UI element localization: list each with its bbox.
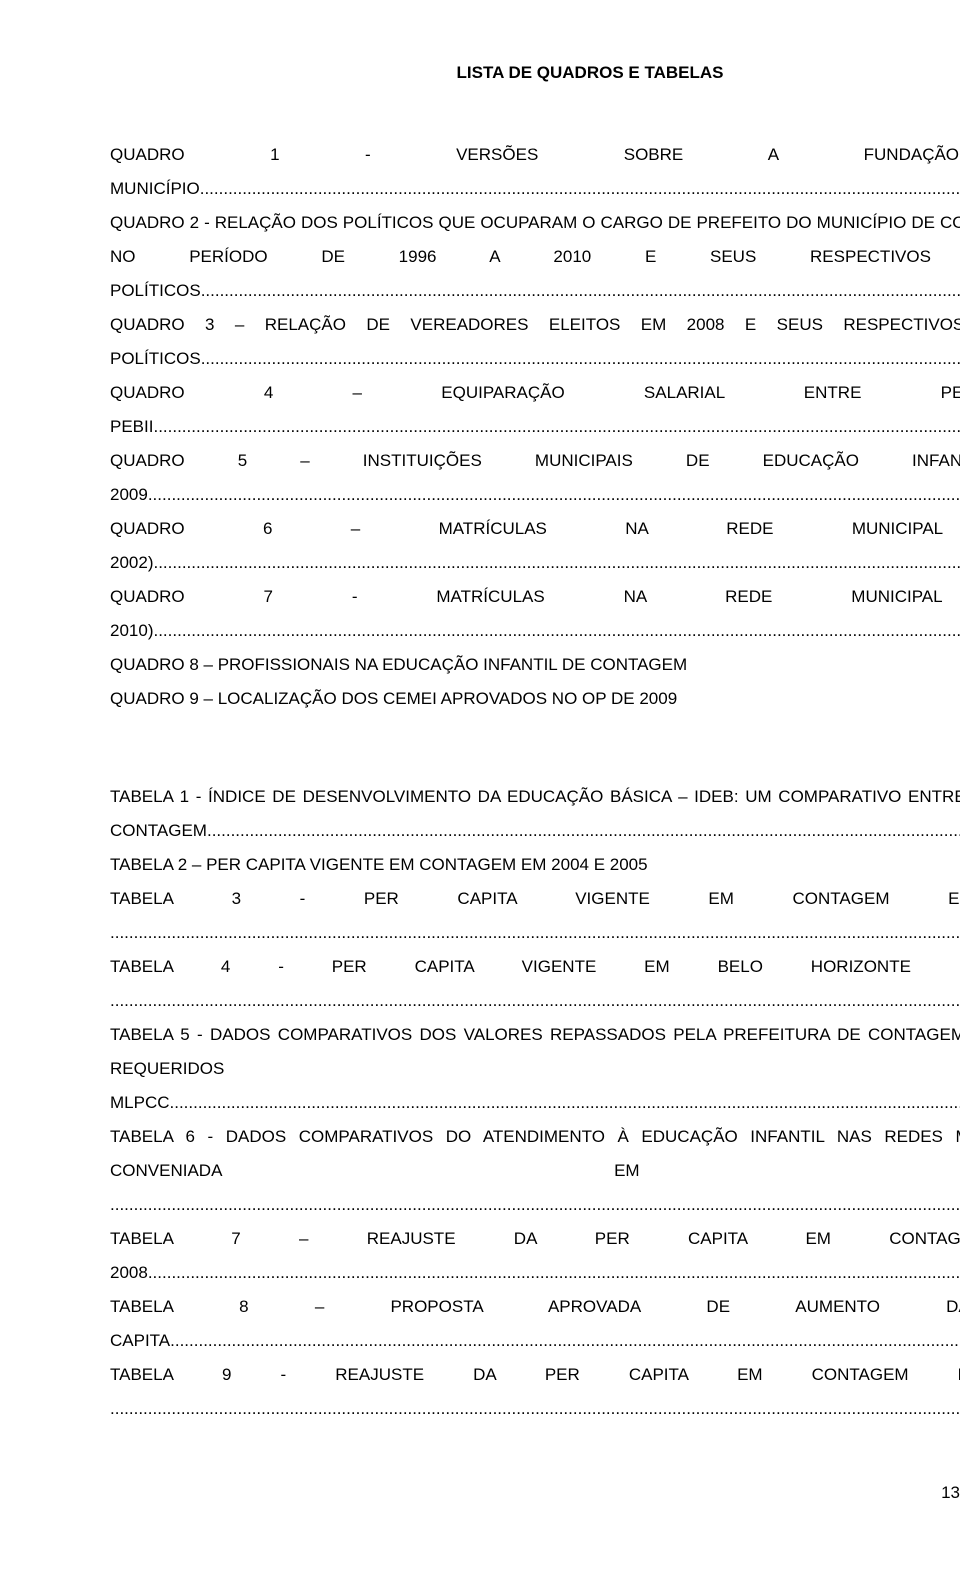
tabela-entry-text: TABELA 1 - ÍNDICE DE DESENVOLVIMENTO DA … bbox=[110, 787, 960, 840]
tabela-entry: TABELA 2 – PER CAPITA VIGENTE EM CONTAGE… bbox=[110, 848, 960, 882]
tabela-entry-text: TABELA 9 - REAJUSTE DA PER CAPITA EM CON… bbox=[110, 1365, 960, 1418]
tabela-entry-text: TABELA 5 - DADOS COMPARATIVOS DOS VALORE… bbox=[110, 1025, 960, 1112]
tabela-entry-text: TABELA 7 – REAJUSTE DA PER CAPITA EM CON… bbox=[110, 1229, 960, 1282]
quadro-entry-text: QUADRO 5 – INSTITUIÇÕES MUNICIPAIS DE ED… bbox=[110, 451, 960, 504]
quadros-list: QUADRO 1 - VERSÕES SOBRE A FUNDAÇÃO DO M… bbox=[110, 138, 960, 716]
tabela-entry: TABELA 7 – REAJUSTE DA PER CAPITA EM CON… bbox=[110, 1222, 960, 1290]
quadro-entry-text: QUADRO 6 – MATRÍCULAS NA REDE MUNICIPAL … bbox=[110, 519, 960, 572]
tabela-entry-text: TABELA 4 - PER CAPITA VIGENTE EM BELO HO… bbox=[110, 957, 960, 1010]
quadro-entry: QUADRO 6 – MATRÍCULAS NA REDE MUNICIPAL … bbox=[110, 512, 960, 580]
quadro-entry-text: QUADRO 8 – PROFISSIONAIS NA EDUCAÇÃO INF… bbox=[110, 655, 687, 674]
tabela-entry-text: TABELA 2 – PER CAPITA VIGENTE EM CONTAGE… bbox=[110, 855, 648, 874]
quadro-entry: QUADRO 7 - MATRÍCULAS NA REDE MUNICIPAL … bbox=[110, 580, 960, 648]
tabela-entry: TABELA 5 - DADOS COMPARATIVOS DOS VALORE… bbox=[110, 1018, 960, 1120]
quadro-entry: QUADRO 4 – EQUIPARAÇÃO SALARIAL ENTRE PE… bbox=[110, 376, 960, 444]
quadro-entry-text: QUADRO 1 - VERSÕES SOBRE A FUNDAÇÃO DO M… bbox=[110, 145, 960, 198]
quadro-entry-text: QUADRO 4 – EQUIPARAÇÃO SALARIAL ENTRE PE… bbox=[110, 383, 960, 436]
tabela-entry: TABELA 6 - DADOS COMPARATIVOS DO ATENDIM… bbox=[110, 1120, 960, 1222]
tabela-entry: TABELA 4 - PER CAPITA VIGENTE EM BELO HO… bbox=[110, 950, 960, 1018]
quadro-entry: QUADRO 1 - VERSÕES SOBRE A FUNDAÇÃO DO M… bbox=[110, 138, 960, 206]
quadro-entry: QUADRO 2 - RELAÇÃO DOS POLÍTICOS QUE OCU… bbox=[110, 206, 960, 308]
quadro-entry: QUADRO 8 – PROFISSIONAIS NA EDUCAÇÃO INF… bbox=[110, 648, 960, 682]
tabelas-list: TABELA 1 - ÍNDICE DE DESENVOLVIMENTO DA … bbox=[110, 780, 960, 1426]
quadro-entry: QUADRO 9 – LOCALIZAÇÃO DOS CEMEI APROVAD… bbox=[110, 682, 960, 716]
quadro-entry-text: QUADRO 3 – RELAÇÃO DE VEREADORES ELEITOS… bbox=[110, 315, 960, 368]
tabela-entry-text: TABELA 8 – PROPOSTA APROVADA DE AUMENTO … bbox=[110, 1297, 960, 1350]
quadro-entry-text: QUADRO 9 – LOCALIZAÇÃO DOS CEMEI APROVAD… bbox=[110, 689, 677, 708]
quadro-entry: QUADRO 3 – RELAÇÃO DE VEREADORES ELEITOS… bbox=[110, 308, 960, 376]
tabela-entry: TABELA 8 – PROPOSTA APROVADA DE AUMENTO … bbox=[110, 1290, 960, 1358]
tabela-entry-text: TABELA 3 - PER CAPITA VIGENTE EM CONTAGE… bbox=[110, 889, 960, 942]
quadro-entry-text: QUADRO 7 - MATRÍCULAS NA REDE MUNICIPAL … bbox=[110, 587, 960, 640]
tabela-entry-text: TABELA 6 - DADOS COMPARATIVOS DO ATENDIM… bbox=[110, 1127, 960, 1214]
tabela-entry: TABELA 9 - REAJUSTE DA PER CAPITA EM CON… bbox=[110, 1358, 960, 1426]
page-number-footer: 13 bbox=[941, 1476, 960, 1510]
tabela-entry: TABELA 3 - PER CAPITA VIGENTE EM CONTAGE… bbox=[110, 882, 960, 950]
quadro-entry: QUADRO 5 – INSTITUIÇÕES MUNICIPAIS DE ED… bbox=[110, 444, 960, 512]
tabela-entry: TABELA 1 - ÍNDICE DE DESENVOLVIMENTO DA … bbox=[110, 780, 960, 848]
quadro-entry-text: QUADRO 2 - RELAÇÃO DOS POLÍTICOS QUE OCU… bbox=[110, 213, 960, 300]
page-title: LISTA DE QUADROS E TABELAS bbox=[110, 56, 960, 90]
